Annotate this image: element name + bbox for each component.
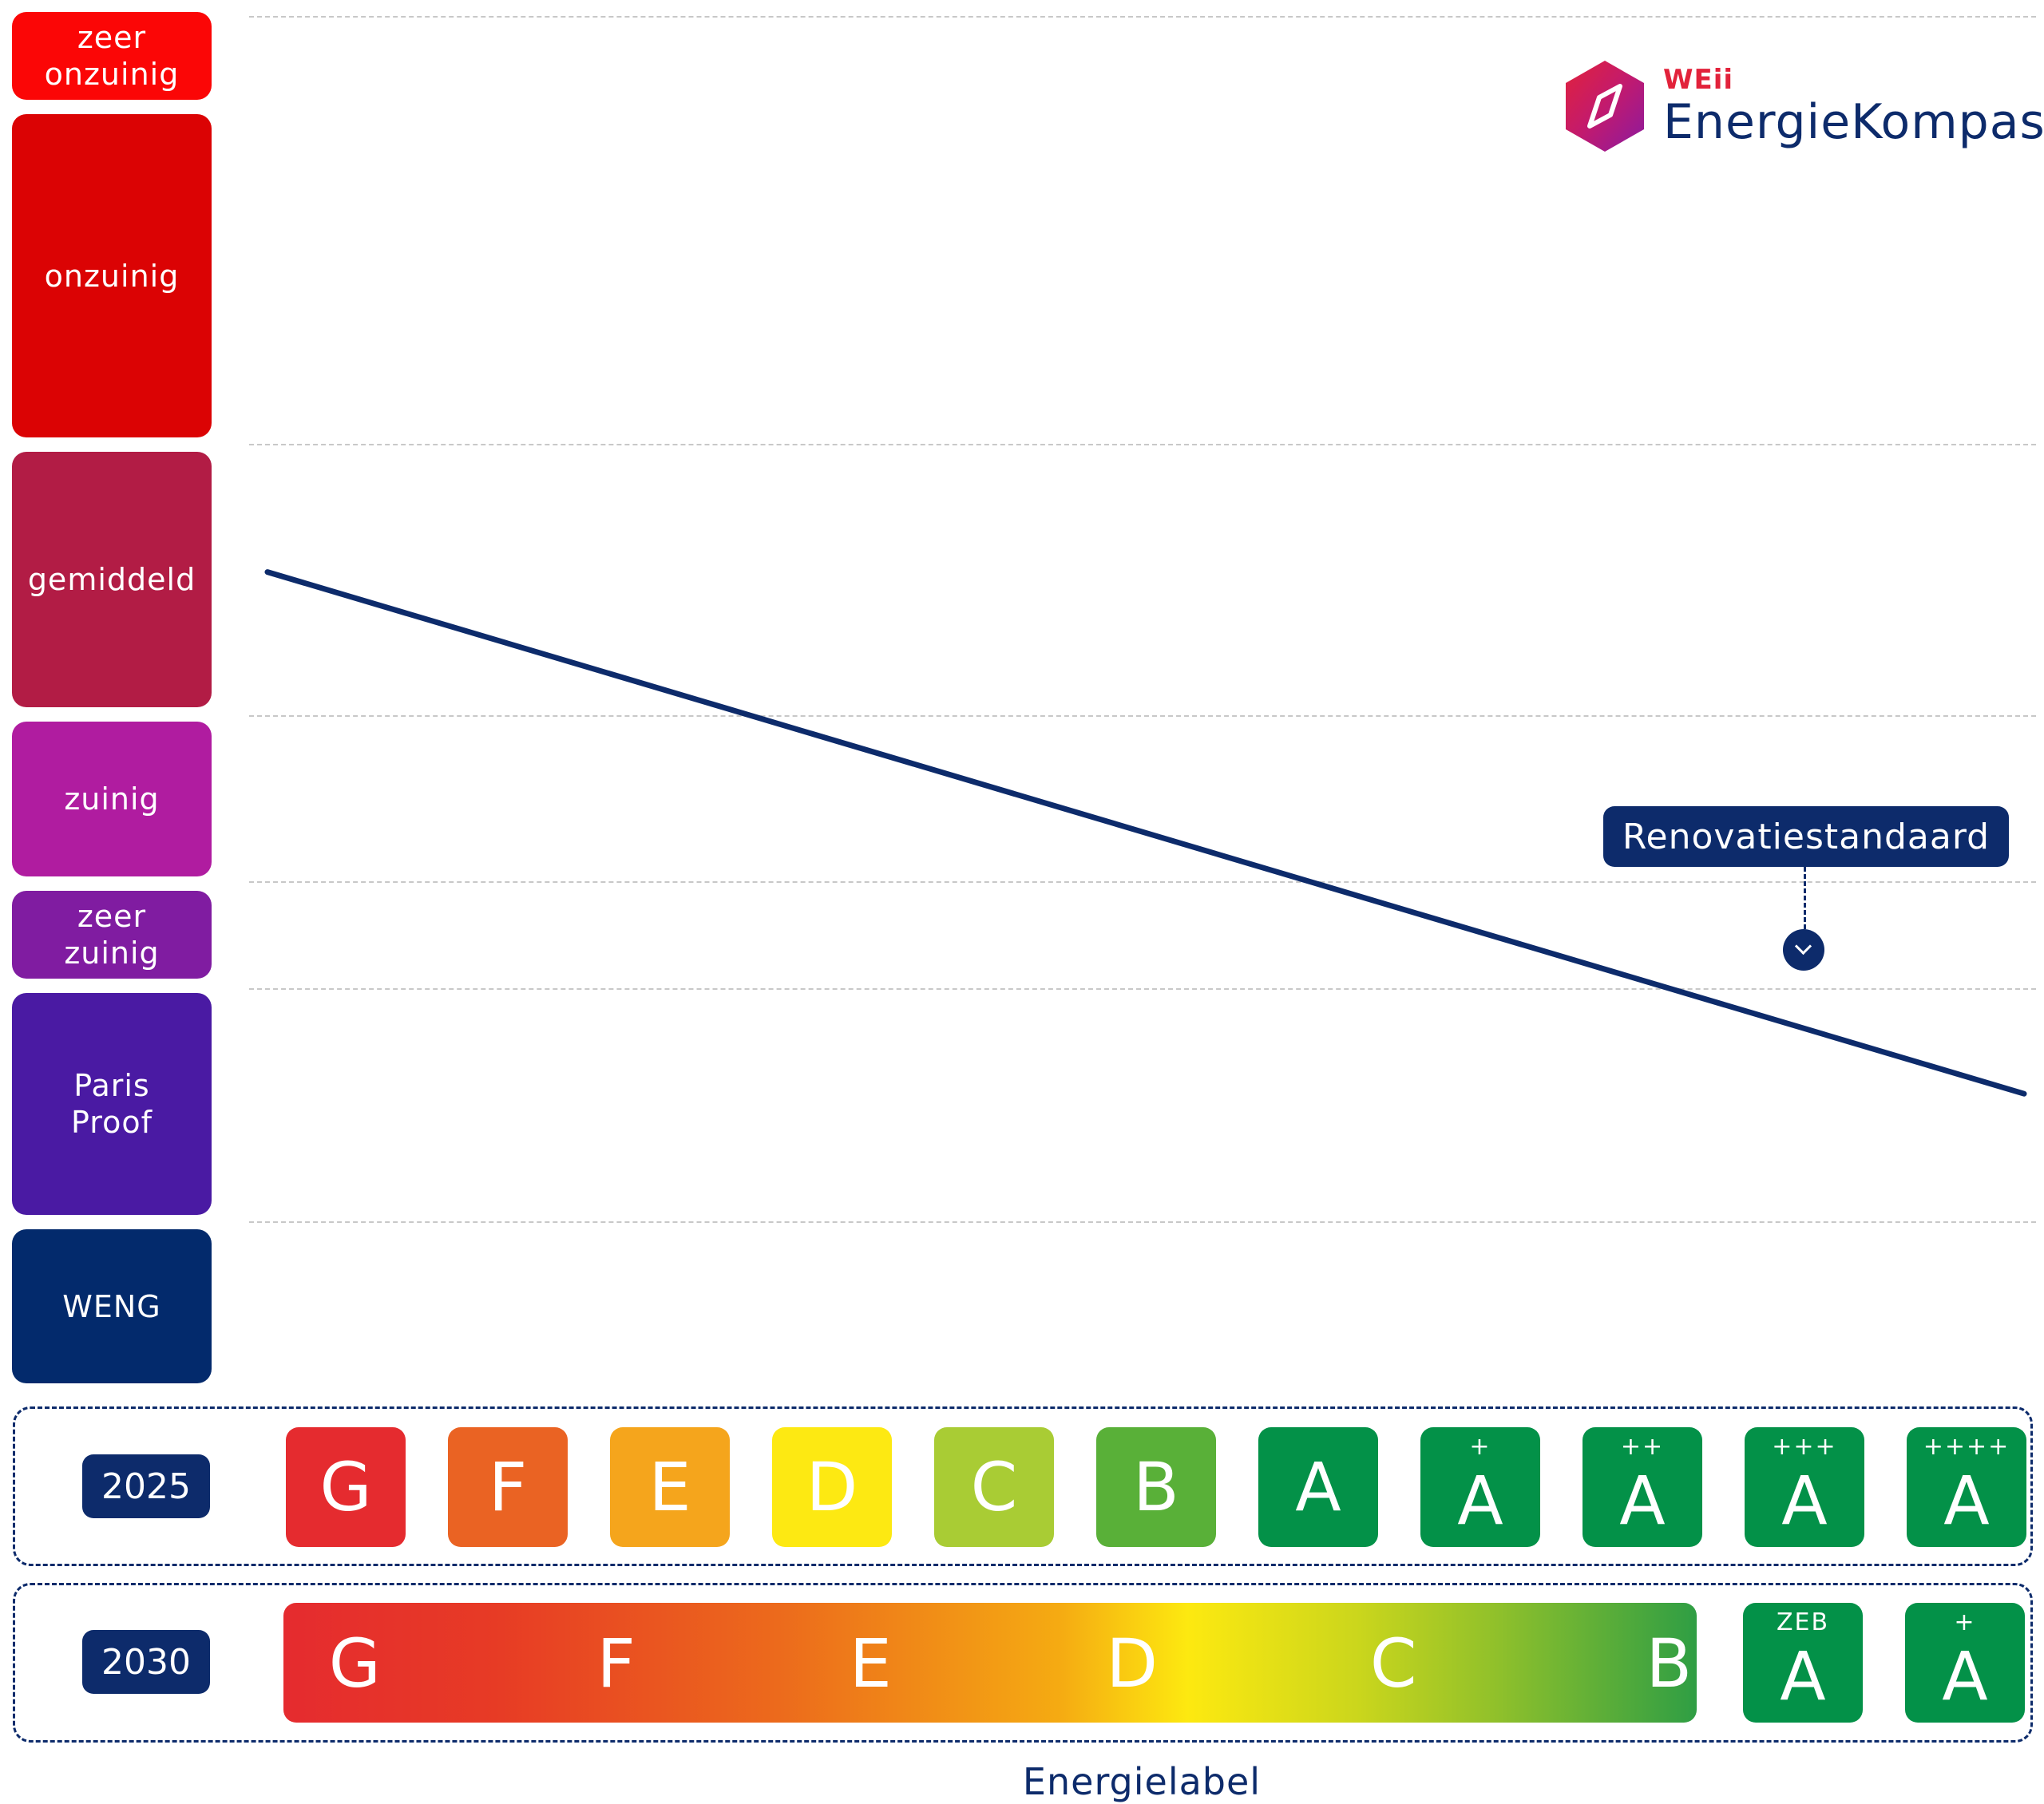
callout-dashed-stem	[1804, 867, 1806, 929]
energy-label-letter: D	[806, 1448, 858, 1526]
energy-label-superscript: +++	[1772, 1433, 1837, 1461]
energy-label-gradient-bar	[283, 1603, 1697, 1723]
category-paris-proof: Paris Proof	[12, 993, 212, 1215]
energy-label-badge: A	[1258, 1427, 1378, 1547]
energy-label-letter: A	[1943, 1462, 1990, 1540]
gridline	[249, 715, 2036, 717]
energy-label-letter: F	[488, 1448, 528, 1526]
energy-label-superscript: +	[1469, 1433, 1491, 1461]
energy-label-badge: C	[934, 1427, 1054, 1547]
energy-label-letter: A	[1942, 1637, 1988, 1715]
energy-labels-2030-row	[13, 1583, 2033, 1743]
renovation-trend-line	[264, 569, 2027, 1097]
compass-logo-icon	[1566, 61, 1644, 152]
energy-label-letter: A	[1619, 1462, 1666, 1540]
energy-label-letter: A	[1457, 1462, 1503, 1540]
energy-label-badge: E	[610, 1427, 730, 1547]
energy-label-badge: B	[1096, 1427, 1216, 1547]
energy-label-letter: A	[1780, 1637, 1826, 1715]
gridline	[249, 988, 2036, 990]
renovatiestandaard-callout: Renovatiestandaard	[1603, 806, 2009, 867]
gradient-bar-letter: D	[1106, 1624, 1159, 1703]
energy-label-superscript: ++	[1620, 1433, 1665, 1461]
category-onzuinig: onzuinig	[12, 114, 212, 437]
gridline	[249, 881, 2036, 883]
energy-label-letter: E	[648, 1448, 691, 1526]
category-zuinig: zuinig	[12, 722, 212, 876]
energy-label-letter: A	[1781, 1462, 1828, 1540]
gradient-bar-letter: F	[596, 1624, 636, 1703]
category-zeer-zuinig: zeer zuinig	[12, 891, 212, 979]
gradient-bar-letter: G	[328, 1624, 381, 1703]
energy-labels-2025-row	[13, 1406, 2033, 1566]
category-zeer-onzuinig: zeer onzuinig	[12, 12, 212, 100]
energy-label-badge: ++ A	[1583, 1427, 1702, 1547]
energy-label-badge: D	[772, 1427, 892, 1547]
energy-label-superscript: ++++	[1923, 1433, 2010, 1461]
energy-label-badge: ZEB A	[1743, 1603, 1863, 1723]
x-axis-label: Energielabel	[1022, 1760, 1262, 1803]
chevron-down-icon	[1783, 929, 1824, 971]
energy-label-badge: ++++ A	[1907, 1427, 2026, 1547]
energy-label-badge: F	[448, 1427, 568, 1547]
gridline	[249, 1221, 2036, 1223]
energy-label-badge: G	[286, 1427, 406, 1547]
gradient-bar-letter: E	[849, 1624, 892, 1703]
energy-label-badge: + A	[1905, 1603, 2025, 1723]
energy-label-letter: A	[1295, 1448, 1341, 1526]
energy-label-superscript: ZEB	[1776, 1608, 1830, 1636]
year-2030-badge: 2030	[82, 1630, 210, 1694]
category-weng: WENG	[12, 1229, 212, 1383]
energy-label-badge: + A	[1420, 1427, 1540, 1547]
energy-label-badge: +++ A	[1745, 1427, 1864, 1547]
energy-label-letter: G	[319, 1448, 372, 1526]
energy-label-letter: B	[1133, 1448, 1179, 1526]
logo-name: EnergieKompas	[1663, 94, 2044, 150]
year-2025-badge: 2025	[82, 1454, 210, 1518]
gradient-bar-letter: C	[1369, 1624, 1417, 1703]
logo: WEii EnergieKompas	[1561, 57, 2044, 161]
gridline	[249, 16, 2036, 18]
gradient-bar-letter: B	[1646, 1624, 1693, 1703]
chart-plot-area	[264, 569, 2027, 1097]
logo-brand: WEii	[1663, 64, 1734, 96]
gridline	[249, 444, 2036, 445]
energy-label-letter: C	[970, 1448, 1018, 1526]
energy-label-superscript: +	[1954, 1608, 1976, 1636]
category-gemiddeld: gemiddeld	[12, 452, 212, 707]
